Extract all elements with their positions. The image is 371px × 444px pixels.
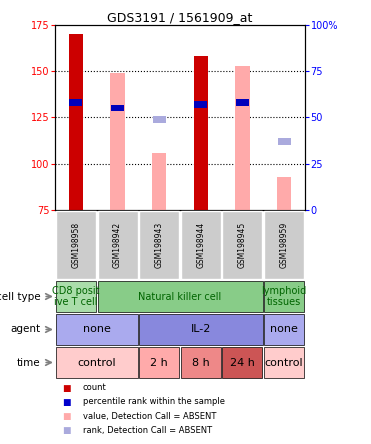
Text: CD8 posit
ive T cell: CD8 posit ive T cell [52, 285, 99, 307]
Bar [264, 314, 304, 345]
Bar [236, 99, 249, 106]
Text: agent: agent [10, 325, 40, 334]
Bar [152, 153, 167, 210]
Text: GSM198943: GSM198943 [155, 222, 164, 268]
Bar [277, 177, 292, 210]
Text: ■: ■ [62, 397, 71, 407]
Text: ■: ■ [62, 384, 71, 392]
Text: GSM198959: GSM198959 [280, 222, 289, 268]
Text: value, Detection Call = ABSENT: value, Detection Call = ABSENT [83, 412, 216, 420]
Text: 24 h: 24 h [230, 357, 255, 368]
Text: GSM198944: GSM198944 [196, 222, 205, 268]
Bar [139, 314, 263, 345]
Bar [181, 211, 221, 279]
Text: ■: ■ [62, 412, 71, 420]
Bar [223, 347, 263, 378]
Bar [194, 56, 208, 210]
Bar [194, 101, 207, 108]
Bar [56, 281, 96, 312]
Text: Natural killer cell: Natural killer cell [138, 292, 221, 301]
Bar [111, 105, 124, 111]
Text: GSM198945: GSM198945 [238, 222, 247, 268]
Text: rank, Detection Call = ABSENT: rank, Detection Call = ABSENT [83, 425, 212, 435]
Text: ■: ■ [62, 425, 71, 435]
Text: GSM198942: GSM198942 [113, 222, 122, 268]
Bar [264, 211, 304, 279]
Bar [264, 347, 304, 378]
Text: 2 h: 2 h [150, 357, 168, 368]
Text: 8 h: 8 h [192, 357, 210, 368]
Bar [139, 347, 179, 378]
Text: none: none [83, 325, 111, 334]
Bar [56, 211, 96, 279]
Bar [69, 34, 83, 210]
Bar [69, 99, 82, 106]
Text: count: count [83, 384, 106, 392]
Bar [235, 66, 250, 210]
Text: cell type: cell type [0, 292, 40, 301]
Bar [56, 314, 138, 345]
Bar [98, 211, 138, 279]
Text: control: control [265, 357, 303, 368]
Text: time: time [17, 357, 40, 368]
Text: none: none [270, 325, 298, 334]
Text: control: control [78, 357, 116, 368]
Bar [98, 281, 263, 312]
Bar [152, 116, 166, 123]
Text: lymphoid
tissues: lymphoid tissues [262, 285, 307, 307]
Text: GSM198958: GSM198958 [71, 222, 81, 268]
Bar [56, 347, 138, 378]
Bar [264, 281, 304, 312]
Title: GDS3191 / 1561909_at: GDS3191 / 1561909_at [107, 11, 253, 24]
Bar [139, 211, 179, 279]
Bar [181, 347, 221, 378]
Bar [223, 211, 263, 279]
Text: percentile rank within the sample: percentile rank within the sample [83, 397, 225, 407]
Text: IL-2: IL-2 [191, 325, 211, 334]
Bar [278, 139, 291, 145]
Bar [110, 73, 125, 210]
